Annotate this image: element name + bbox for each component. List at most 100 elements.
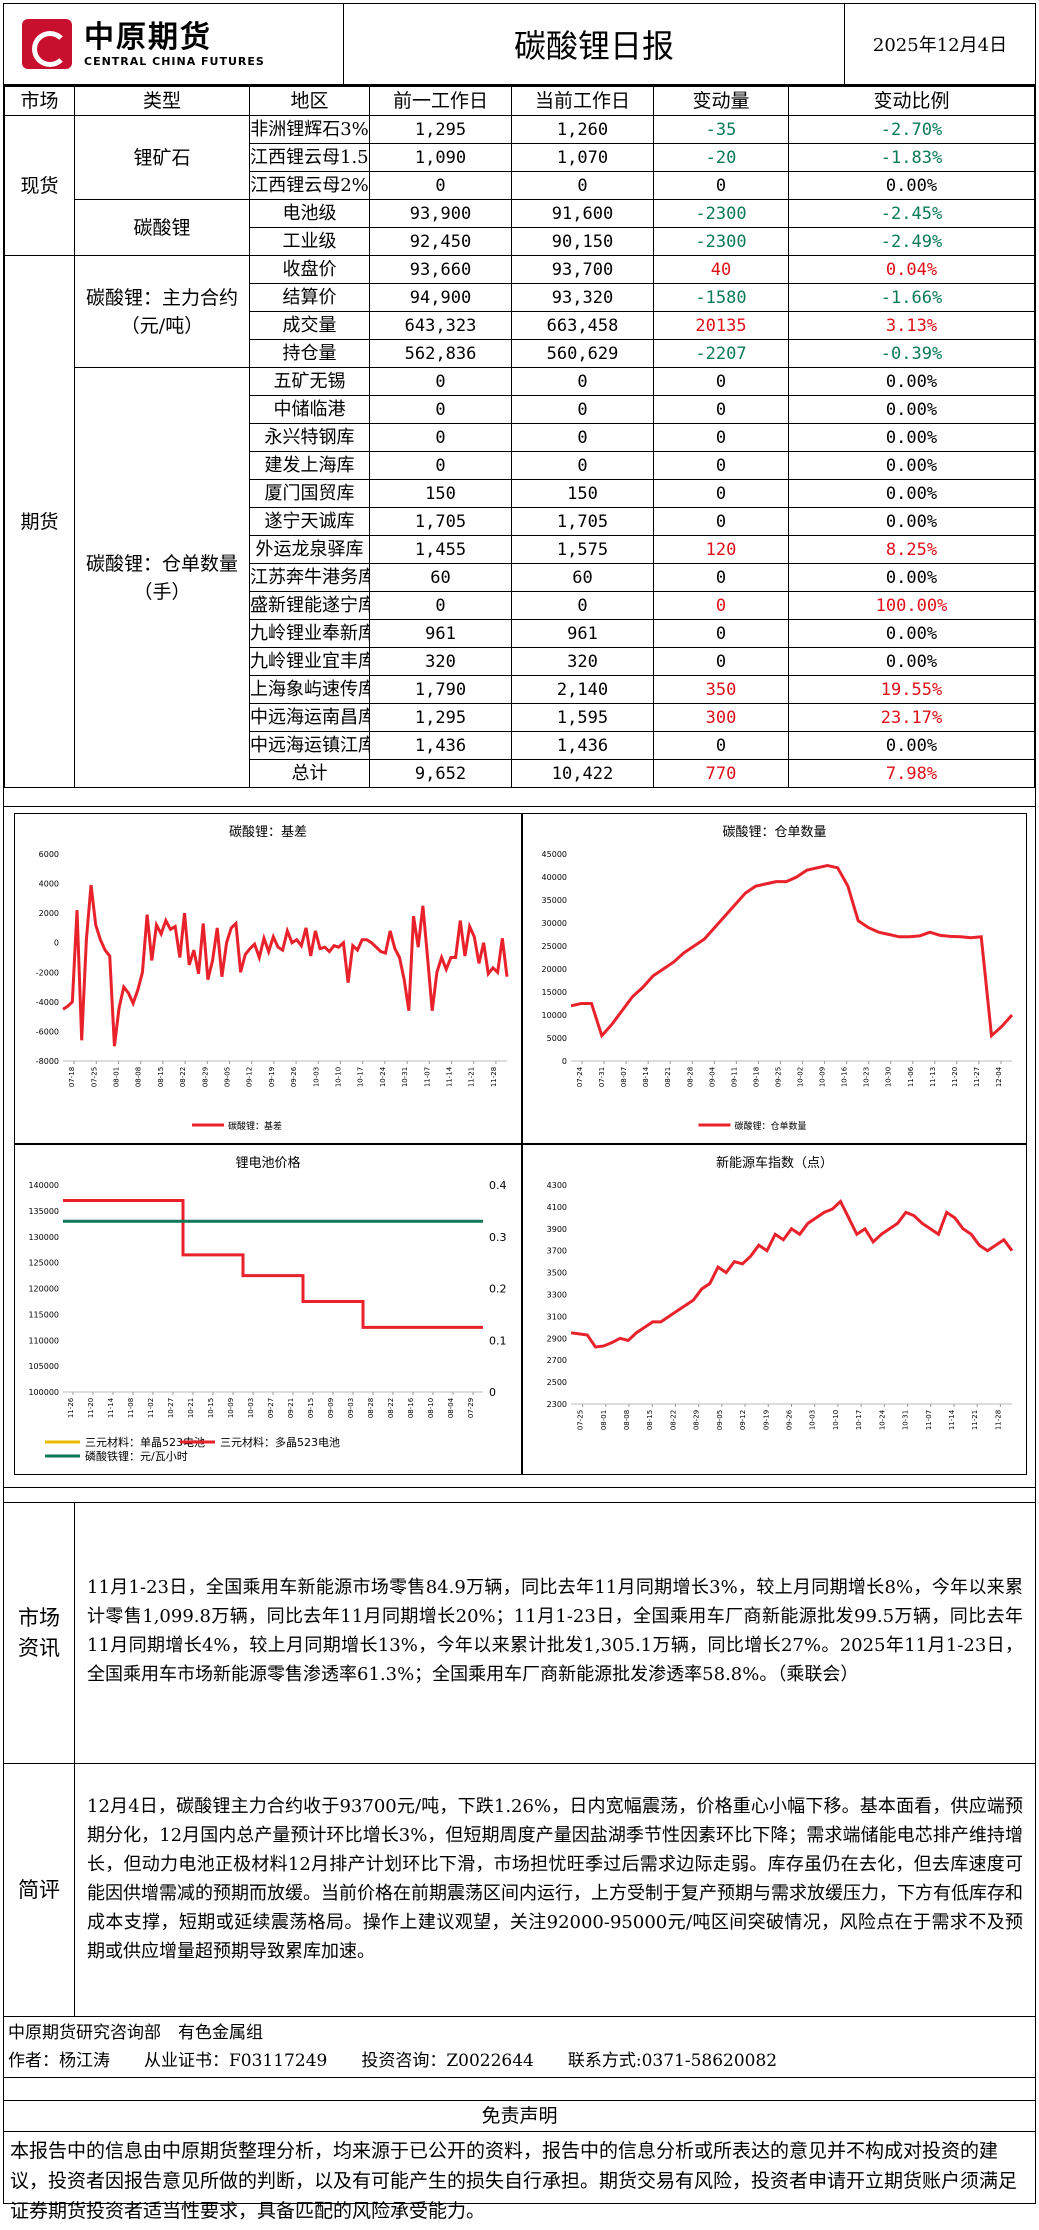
x-tick-label: 09-19 bbox=[268, 1067, 276, 1087]
prev-cell: 0 bbox=[369, 591, 512, 620]
prev-cell: 0 bbox=[369, 423, 512, 452]
prev-cell: 1,790 bbox=[369, 675, 512, 704]
region-cell: 九岭锂业奉新库 bbox=[249, 619, 370, 648]
y-tick-label: 30000 bbox=[542, 919, 567, 928]
x-tick-label: 09-03 bbox=[347, 1398, 355, 1418]
prev-cell: 150 bbox=[369, 479, 512, 508]
pct-cell: 0.00% bbox=[788, 395, 1035, 424]
cur-cell: 0 bbox=[511, 395, 654, 424]
chg-cell: 770 bbox=[653, 759, 789, 788]
x-tick-label: 08-04 bbox=[447, 1397, 455, 1418]
cur-cell: 10,422 bbox=[511, 759, 654, 788]
x-tick-label: 08-29 bbox=[693, 1410, 701, 1430]
prev-cell: 92,450 bbox=[369, 227, 512, 256]
market-cell: 现货 bbox=[4, 115, 75, 256]
x-tick-label: 08-22 bbox=[179, 1067, 187, 1087]
cur-cell: 0 bbox=[511, 367, 654, 396]
x-tick-label: 11-20 bbox=[951, 1067, 959, 1087]
footer-dept: 中原期货研究咨询部 有色金属组 bbox=[8, 2023, 263, 2043]
x-tick-label: 10-30 bbox=[885, 1067, 893, 1087]
y2-tick-label: 0.3 bbox=[489, 1231, 507, 1244]
x-tick-label: 07-18 bbox=[68, 1067, 76, 1087]
region-cell: 盛新锂能遂宁库 bbox=[249, 591, 370, 620]
cur-cell: 150 bbox=[511, 479, 654, 508]
chg-cell: 0 bbox=[653, 395, 789, 424]
y-tick-label: 120000 bbox=[28, 1285, 59, 1294]
x-tick-label: 10-03 bbox=[312, 1067, 320, 1087]
chg-cell: 300 bbox=[653, 703, 789, 732]
region-cell: 外运龙泉驿库 bbox=[249, 535, 370, 564]
logo: 中原期货 CENTRAL CHINA FUTURES bbox=[4, 4, 344, 84]
chg-cell: -35 bbox=[653, 115, 789, 144]
x-tick-label: 08-28 bbox=[367, 1398, 375, 1418]
x-tick-label: 11-21 bbox=[971, 1410, 979, 1430]
pct-cell: -2.49% bbox=[788, 227, 1035, 256]
chg-cell: 0 bbox=[653, 367, 789, 396]
pct-cell: 0.00% bbox=[788, 367, 1035, 396]
x-tick-label: 09-18 bbox=[752, 1067, 760, 1087]
pct-cell: -2.70% bbox=[788, 115, 1035, 144]
x-tick-label: 09-09 bbox=[327, 1398, 335, 1418]
pct-cell: -2.45% bbox=[788, 199, 1035, 228]
y-tick-label: -2000 bbox=[36, 968, 59, 977]
report-date: 2025年12月4日 bbox=[872, 35, 1008, 56]
region-cell: 上海象屿速传库 bbox=[249, 675, 370, 704]
y-tick-label: 2000 bbox=[39, 909, 59, 918]
x-tick-label: 09-12 bbox=[246, 1067, 254, 1087]
pct-cell: 0.00% bbox=[788, 479, 1035, 508]
legend-label: 磷酸铁锂：元/瓦小时 bbox=[85, 1449, 188, 1463]
y-tick-label: 15000 bbox=[542, 988, 567, 997]
x-tick-label: 10-24 bbox=[878, 1409, 886, 1430]
region-cell: 总计 bbox=[249, 759, 370, 788]
pct-cell: 0.00% bbox=[788, 731, 1035, 760]
prev-cell: 1,436 bbox=[369, 731, 512, 760]
region-cell: 江西锂云母1.5% bbox=[249, 143, 370, 172]
chg-cell: 0 bbox=[653, 507, 789, 536]
x-tick-label: 11-21 bbox=[468, 1067, 476, 1087]
x-tick-label: 08-14 bbox=[642, 1066, 650, 1087]
pct-cell: 0.00% bbox=[788, 423, 1035, 452]
x-tick-label: 10-17 bbox=[357, 1067, 365, 1087]
basis-chart: 碳酸锂：基差 6000 4000 2000 0 -2000 -4000 -6000 -8000 0… bbox=[14, 813, 522, 1144]
cur-cell: 93,320 bbox=[511, 283, 654, 312]
x-tick-label: 08-10 bbox=[427, 1398, 435, 1418]
y-tick-label: 2500 bbox=[547, 1378, 567, 1387]
market-cell: 期货 bbox=[4, 255, 75, 788]
prev-cell: 643,323 bbox=[369, 311, 512, 340]
y-tick-label: 135000 bbox=[28, 1207, 59, 1216]
cur-cell: 0 bbox=[511, 451, 654, 480]
y-tick-label: 0 bbox=[54, 939, 59, 948]
prev-cell: 1,295 bbox=[369, 703, 512, 732]
pct-cell: -1.83% bbox=[788, 143, 1035, 172]
y2-tick-label: 0.1 bbox=[489, 1334, 507, 1347]
x-tick-label: 10-10 bbox=[832, 1410, 840, 1430]
y-tick-label: 45000 bbox=[542, 850, 567, 859]
x-tick-label: 08-28 bbox=[686, 1067, 694, 1087]
x-tick-label: 07-29 bbox=[467, 1398, 475, 1418]
table-row: 盛新锂能遂宁库 0 0 0 100.00% bbox=[5, 591, 1035, 620]
pct-cell: 0.00% bbox=[788, 451, 1035, 480]
chg-cell: 0 bbox=[653, 619, 789, 648]
x-tick-label: 09-21 bbox=[287, 1398, 295, 1418]
y-tick-label: 4000 bbox=[39, 880, 59, 889]
logo-en: CENTRAL CHINA FUTURES bbox=[84, 54, 265, 68]
y-tick-label: 35000 bbox=[542, 896, 567, 905]
y-tick-label: 140000 bbox=[28, 1181, 59, 1190]
y-tick-label: 3900 bbox=[547, 1225, 567, 1234]
x-tick-label: 11-28 bbox=[994, 1410, 1002, 1430]
chg-cell: -2300 bbox=[653, 227, 789, 256]
x-tick-label: 11-07 bbox=[423, 1067, 431, 1087]
charts-area: 碳酸锂：基差 6000 4000 2000 0 -2000 -4000 -6000 -8000 0… bbox=[4, 806, 1035, 1488]
x-tick-label: 11-14 bbox=[446, 1066, 454, 1087]
cur-cell: 1,260 bbox=[511, 115, 654, 144]
table-row: 工业级 92,450 90,150 -2300 -2.49% bbox=[5, 227, 1035, 256]
disclaimer-text: 本报告中的信息由中原期货整理分析，均来源于已公开的资料，报告中的信息分析或所表达… bbox=[10, 2140, 1018, 2222]
region-cell: 结算价 bbox=[249, 283, 370, 312]
x-tick-label: 11-02 bbox=[147, 1398, 155, 1418]
x-tick-label: 10-09 bbox=[227, 1398, 235, 1418]
column-header: 类型 bbox=[74, 86, 250, 116]
type-cell: 碳酸锂：主力合约（元/吨） bbox=[74, 255, 250, 368]
cur-cell: 93,700 bbox=[511, 255, 654, 284]
cur-cell: 663,458 bbox=[511, 311, 654, 340]
